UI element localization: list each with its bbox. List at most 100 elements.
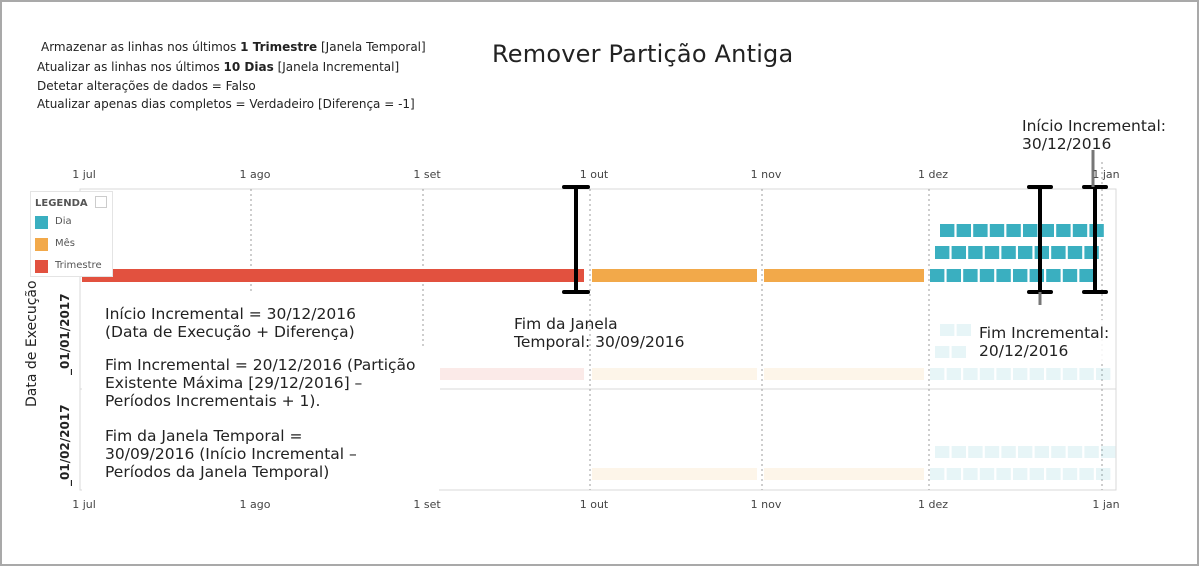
top-tick-0: 1 jul [72, 168, 96, 181]
legend-label-mes: Mês [55, 238, 75, 249]
bar-mes-1 [592, 269, 757, 282]
top-tick-3: 1 out [579, 168, 609, 181]
faint-dia-d-0 [935, 446, 950, 458]
legend-swatch-dia [35, 216, 48, 229]
bar-mes-2 [764, 269, 924, 282]
faint-mes-r2-0 [592, 468, 757, 480]
bottom-tick-4: 1 nov [750, 498, 782, 511]
faint-dia-d-6 [1034, 446, 1049, 458]
bar-dia-r1-1 [956, 224, 971, 237]
config-line-1-pre: Armazenar as linhas nos últimos [41, 40, 241, 54]
bar-dia-r3-0 [930, 269, 945, 282]
formula-callout-bottom-bg [82, 390, 439, 494]
faint-dia-e-5 [1013, 468, 1028, 480]
bar-dia-r3-7 [1046, 269, 1061, 282]
faint-dia-d-7 [1051, 446, 1066, 458]
bar-dia-r1-2 [973, 224, 988, 237]
formula-inicio-incremental: Início Incremental = 30/12/2016 (Data de… [105, 305, 356, 341]
bar-dia-r2-8 [1067, 246, 1083, 259]
faint-dia-c-5 [1013, 368, 1028, 380]
formula-fim-janela-line1: Fim da Janela Temporal = [105, 427, 303, 445]
bar-dia-r3-9 [1079, 269, 1094, 282]
formula-fim-janela-line3: Períodos da Janela Temporal) [105, 463, 330, 481]
faint-dia-c-9 [1079, 368, 1094, 380]
config-line-2-post: [Janela Incremental] [273, 60, 400, 74]
formula-callout-mid-bg [98, 347, 440, 392]
row-label-2: _01/02/2017 [58, 404, 72, 486]
faint-dia-d-8 [1067, 446, 1083, 458]
bottom-tick-1: 1 ago [239, 498, 271, 511]
formula-inicio-line2: (Data de Execução + Diferença) [105, 323, 355, 341]
inicio-incremental-label-line1: Início Incremental: [1022, 117, 1166, 135]
config-line-2-pre: Atualizar as linhas nos últimos [37, 60, 224, 74]
bar-dia-r2-4 [1001, 246, 1016, 259]
top-tick-4: 1 nov [750, 168, 782, 181]
config-line-2: Atualizar as linhas nos últimos 10 Dias … [37, 60, 399, 74]
faint-dia-c-1 [946, 368, 961, 380]
formula-fim-incremental: Fim Incremental = 20/12/2016 (Partição E… [105, 356, 416, 410]
bottom-tick-0: 1 jul [72, 498, 96, 511]
top-tick-6: 1 jan [1092, 168, 1120, 181]
faint-dia-c-6 [1029, 368, 1044, 380]
bar-dia-r2-1 [951, 246, 966, 259]
bar-dia-r3-5 [1013, 269, 1028, 282]
y-axis-title: Data de Execução [24, 280, 40, 407]
bar-dia-r2-2 [968, 246, 983, 259]
faint-dia-e-1 [946, 468, 961, 480]
legend-toggle-icon[interactable] [95, 196, 107, 208]
config-line-3: Detetar alterações de dados = Falso [37, 79, 256, 93]
faint-dia-c-7 [1046, 368, 1061, 380]
config-line-1: Armazenar as linhas nos últimos 1 Trimes… [41, 40, 426, 54]
faint-dia-b-1 [951, 346, 966, 358]
top-tick-1: 1 ago [239, 168, 271, 181]
legend-title: LEGENDA [35, 198, 88, 209]
faint-dia-e-3 [979, 468, 995, 480]
inicio-incremental-label-line2: 30/12/2016 [1022, 135, 1112, 153]
bottom-tick-2: 1 set [413, 498, 441, 511]
faint-dia-c-10 [1096, 368, 1111, 380]
faint-dia-d-2 [968, 446, 983, 458]
faint-dia-e-4 [996, 468, 1011, 480]
legend-label-dia: Dia [55, 216, 72, 227]
faint-dia-a-1 [956, 324, 971, 336]
faint-dia-a-0 [940, 324, 955, 336]
bar-dia-r1-7 [1056, 224, 1071, 237]
formula-inicio-line1: Início Incremental = 30/12/2016 [105, 305, 356, 323]
fim-incremental-bg [974, 320, 1112, 364]
bar-dia-r2-5 [1018, 246, 1033, 259]
config-line-2-bold: 10 Dias [223, 60, 274, 74]
faint-dia-e-6 [1029, 468, 1044, 480]
bottom-tick-6: 1 jan [1092, 498, 1120, 511]
faint-dia-c-3 [979, 368, 995, 380]
faint-mes-r2-1 [764, 468, 924, 480]
legend-label-trimestre: Trimestre [55, 260, 102, 271]
faint-dia-d-9 [1084, 446, 1099, 458]
legend-swatch-trimestre [35, 260, 48, 273]
inicio-incremental-label: Início Incremental: 30/12/2016 [1022, 117, 1166, 153]
config-line-4: Atualizar apenas dias completos = Verdad… [37, 97, 415, 111]
faint-dia-e-8 [1062, 468, 1078, 480]
config-line-1-post: [Janela Temporal] [317, 40, 426, 54]
faint-mes-r1-1 [764, 368, 924, 380]
formula-fim-inc-line1: Fim Incremental = 20/12/2016 (Partição [105, 356, 416, 374]
bar-dia-r3-2 [963, 269, 978, 282]
bottom-tick-5: 1 dez [917, 498, 949, 511]
faint-dia-e-9 [1079, 468, 1094, 480]
diagram-title: Remover Partição Antiga [492, 40, 794, 68]
faint-dia-d-5 [1018, 446, 1033, 458]
faint-dia-c-0 [930, 368, 945, 380]
top-tick-5: 1 dez [917, 168, 949, 181]
formula-fim-janela: Fim da Janela Temporal = 30/09/2016 (Iní… [105, 427, 357, 481]
faint-dia-d-10 [1101, 446, 1116, 458]
faint-dia-d-4 [1001, 446, 1016, 458]
faint-dia-e-2 [963, 468, 978, 480]
fim-incremental-label: Fim Incremental: 20/12/2016 [979, 324, 1109, 360]
faint-mes-r1-0 [592, 368, 757, 380]
fim-incremental-label-line2: 20/12/2016 [979, 342, 1069, 360]
bottom-tick-3: 1 out [579, 498, 609, 511]
bar-dia-r2-0 [935, 246, 950, 259]
legend-swatch-mes [35, 238, 48, 251]
bar-dia-r1-8 [1072, 224, 1088, 237]
row-label-1: _01/01/2017 [58, 293, 72, 375]
